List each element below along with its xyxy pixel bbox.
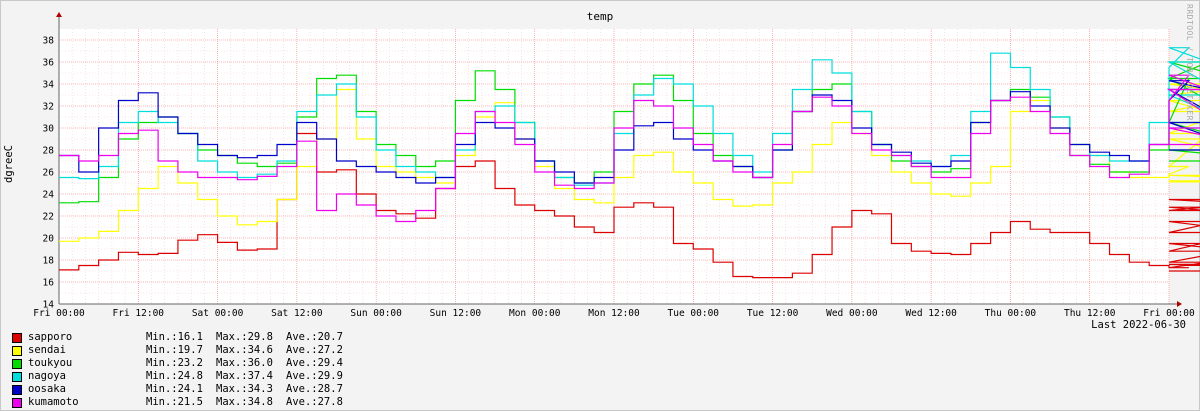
y-tick-label: 24 xyxy=(43,190,55,201)
swatch-sapporo xyxy=(12,332,22,343)
swatch-sendai xyxy=(12,345,22,356)
x-tick-label: Sun 12:00 xyxy=(430,308,482,319)
legend-row-oosaka: oosaka Min.:24.1 Max.:34.3 Ave.:28.7 xyxy=(12,383,366,396)
legend-min: Min.:23.2 xyxy=(146,357,203,369)
legend-min: Min.:21.5 xyxy=(146,396,203,408)
y-tick-label: 26 xyxy=(43,168,55,179)
x-tick-label: Fri 00:00 xyxy=(33,308,85,319)
swatch-nagoya xyxy=(12,371,22,382)
chart-title: temp xyxy=(587,10,614,23)
y-tick-label: 34 xyxy=(43,80,55,91)
legend-min: Min.:24.1 xyxy=(146,383,203,395)
y-tick-label: 20 xyxy=(43,234,55,245)
swatch-toukyou xyxy=(12,358,22,369)
legend-name: sendai xyxy=(28,344,66,356)
legend-max: Max.:37.4 xyxy=(216,370,273,382)
x-tick-label: Tue 00:00 xyxy=(668,308,720,319)
legend-name: sapporo xyxy=(28,331,73,343)
series-kumamoto-line xyxy=(59,74,1200,223)
swatch-oosaka xyxy=(12,384,22,395)
legend-min: Min.:24.8 xyxy=(146,370,203,382)
x-tick-label: Mon 00:00 xyxy=(509,308,561,319)
last-updated: Last 2022-06-30 xyxy=(1091,319,1186,331)
legend-row-kumamoto: kumamoto Min.:21.5 Max.:34.8 Ave.:27.8 xyxy=(12,396,366,409)
series-sendai-line xyxy=(59,83,1200,242)
tick-labels: 14 16 18 20 22 24 26 28 30 32 34 36 38 Fri 00:00 Fri 1… xyxy=(33,36,1195,320)
y-tick-label: 32 xyxy=(43,102,54,113)
x-tick-label: Sat 00:00 xyxy=(192,308,244,319)
y-tick-label: 30 xyxy=(43,124,55,135)
legend-max: Max.:29.8 xyxy=(216,331,273,343)
legend-ave: Ave.:20.7 xyxy=(286,331,343,343)
legend-name: nagoya xyxy=(28,370,66,382)
x-tick-label: Mon 12:00 xyxy=(588,308,640,319)
legend-row-sendai: sendai Min.:19.7 Max.:34.6 Ave.:27.2 xyxy=(12,344,366,357)
legend-ave: Ave.:29.4 xyxy=(286,357,343,369)
legend-max: Max.:36.0 xyxy=(216,357,273,369)
legend-max: Max.:34.3 xyxy=(216,383,273,395)
x-tick-label: Sat 12:00 xyxy=(271,308,323,319)
x-tick-label: Thu 00:00 xyxy=(985,308,1037,319)
x-axis-arrow xyxy=(1177,301,1182,307)
x-tick-label: Fri 00:00 xyxy=(1143,308,1195,319)
series-lines xyxy=(59,47,1200,279)
x-tick-label: Sun 00:00 xyxy=(350,308,402,319)
legend: sapporo Min.:16.1 Max.:29.8 Ave.:20.7 se… xyxy=(12,331,366,409)
legend-row-nagoya: nagoya Min.:24.8 Max.:37.4 Ave.:29.9 xyxy=(12,370,366,383)
y-tick-label: 14 xyxy=(43,300,55,311)
axes xyxy=(56,12,1182,307)
legend-ave: Ave.:27.8 xyxy=(286,396,343,408)
legend-name: oosaka xyxy=(28,383,66,395)
series-nagoya-line xyxy=(59,47,1200,186)
legend-ave: Ave.:27.2 xyxy=(286,344,343,356)
y-tick-label: 22 xyxy=(43,212,54,223)
y-axis-label: dgreeC xyxy=(3,145,15,183)
side-credit: RRDTOOL / TOBI OETIKER xyxy=(1185,4,1194,121)
y-tick-label: 28 xyxy=(43,146,55,157)
legend-max: Max.:34.8 xyxy=(216,396,273,408)
x-tick-label: Thu 12:00 xyxy=(1064,308,1116,319)
swatch-kumamoto xyxy=(12,397,22,408)
legend-name: kumamoto xyxy=(28,396,79,408)
legend-ave: Ave.:29.9 xyxy=(286,370,343,382)
y-tick-label: 38 xyxy=(43,36,55,47)
legend-row-sapporo: sapporo Min.:16.1 Max.:29.8 Ave.:20.7 xyxy=(12,331,366,344)
legend-max: Max.:34.6 xyxy=(216,344,273,356)
x-tick-label: Wed 12:00 xyxy=(905,308,957,319)
legend-min: Min.:19.7 xyxy=(146,344,203,356)
legend-min: Min.:16.1 xyxy=(146,331,203,343)
x-tick-label: Tue 12:00 xyxy=(747,308,799,319)
x-tick-label: Wed 00:00 xyxy=(826,308,878,319)
y-tick-label: 16 xyxy=(43,278,55,289)
y-tick-label: 18 xyxy=(43,256,55,267)
legend-ave: Ave.:28.7 xyxy=(286,383,343,395)
legend-row-toukyou: toukyou Min.:23.2 Max.:36.0 Ave.:29.4 xyxy=(12,357,366,370)
y-tick-label: 36 xyxy=(43,58,55,69)
y-axis-arrow xyxy=(56,12,62,17)
x-tick-label: Fri 12:00 xyxy=(113,308,165,319)
legend-name: toukyou xyxy=(28,357,73,369)
